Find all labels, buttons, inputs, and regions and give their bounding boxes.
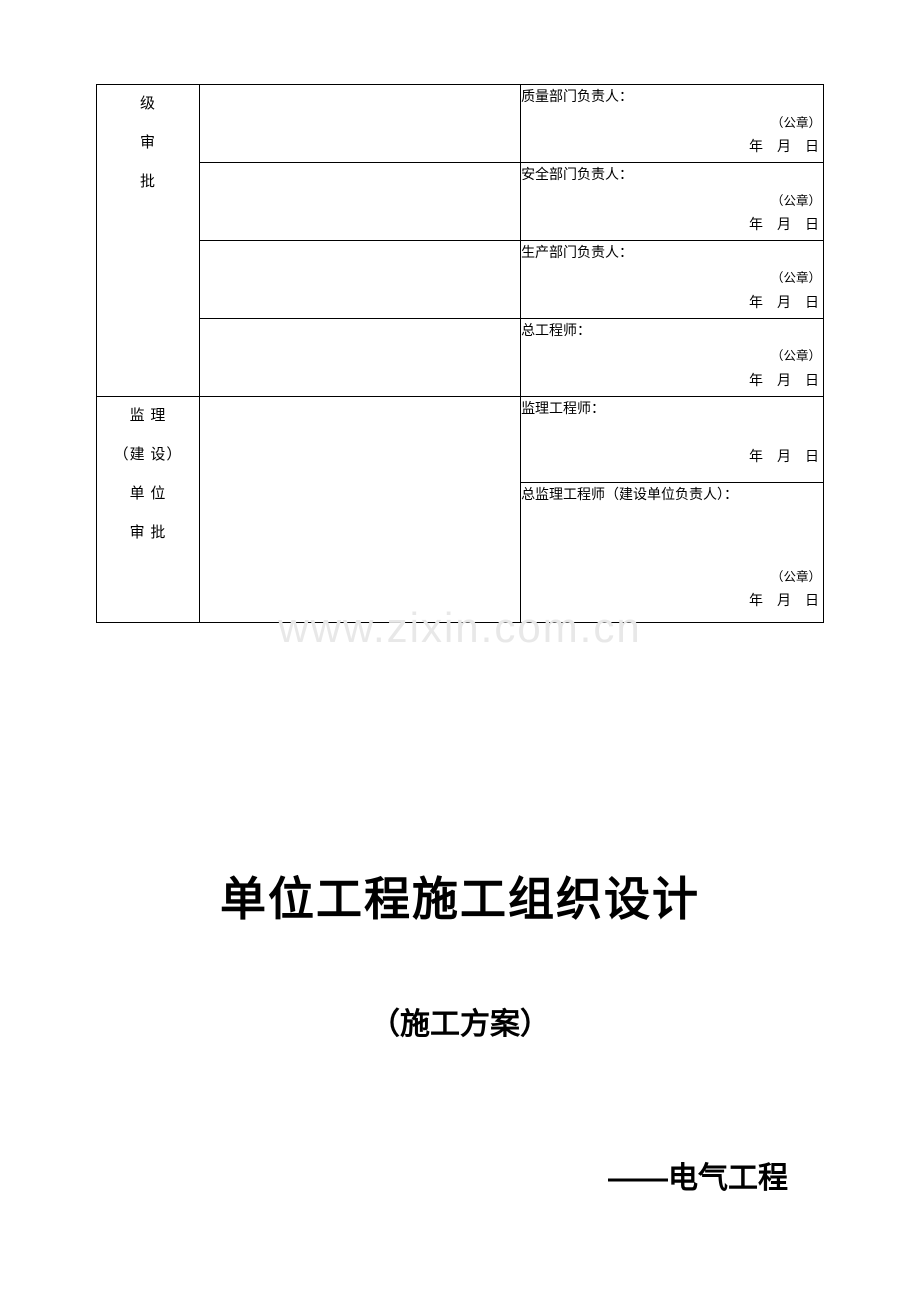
signature-cell: 监理工程师： 年 月 日: [521, 396, 824, 482]
seal-text: （公章）: [771, 190, 821, 214]
title-sub: （施工方案）: [96, 999, 824, 1043]
label-line: 审 批: [97, 514, 199, 553]
label-line: 监 理: [97, 397, 199, 436]
month-label: 月: [777, 135, 791, 162]
signer-title: 生产部门负责人：: [521, 241, 823, 268]
year-label: 年: [749, 445, 763, 472]
day-label: 日: [805, 213, 819, 240]
year-label: 年: [749, 213, 763, 240]
section2-label: 监 理 （建 设） 单 位 审 批: [97, 396, 200, 622]
mid-cell: [199, 396, 520, 622]
signer-title: 总工程师：: [521, 319, 823, 346]
month-label: 月: [777, 589, 791, 616]
signer-title: 监理工程师：: [521, 397, 823, 424]
signer-title: 安全部门负责人：: [521, 163, 823, 190]
signature-cell: 总监理工程师（建设单位负责人）： （公章） 年 月 日: [521, 482, 824, 622]
year-label: 年: [749, 369, 763, 396]
label-line: 批: [97, 163, 199, 202]
signer-title: 总监理工程师（建设单位负责人）：: [521, 483, 823, 510]
year-label: 年: [749, 135, 763, 162]
label-line: 级: [97, 85, 199, 124]
month-label: 月: [777, 369, 791, 396]
signature-cell: 质量部门负责人： （公章） 年 月 日: [521, 85, 824, 163]
label-line: 单 位: [97, 475, 199, 514]
signer-title: 质量部门负责人：: [521, 85, 823, 112]
title-main: 单位工程施工组织设计: [96, 863, 824, 929]
title-right: ——电气工程: [96, 1153, 824, 1197]
seal-text: （公章）: [771, 566, 821, 590]
day-label: 日: [805, 589, 819, 616]
signature-cell: 安全部门负责人： （公章） 年 月 日: [521, 162, 824, 240]
day-label: 日: [805, 369, 819, 396]
mid-cell: [199, 318, 520, 396]
day-label: 日: [805, 445, 819, 472]
seal-text: （公章）: [771, 267, 821, 291]
mid-cell: [199, 85, 520, 163]
year-label: 年: [749, 291, 763, 318]
mid-cell: [199, 162, 520, 240]
approval-table: 级 审 批 质量部门负责人： （公章） 年 月 日 安全部门负责人：: [96, 84, 824, 623]
seal-text: （公章）: [771, 345, 821, 369]
year-label: 年: [749, 589, 763, 616]
title-block: 单位工程施工组织设计 （施工方案）: [96, 863, 824, 1043]
label-line: （建 设）: [97, 436, 199, 475]
seal-text: （公章）: [771, 112, 821, 136]
mid-cell: [199, 240, 520, 318]
signature-cell: 总工程师： （公章） 年 月 日: [521, 318, 824, 396]
signature-cell: 生产部门负责人： （公章） 年 月 日: [521, 240, 824, 318]
month-label: 月: [777, 291, 791, 318]
section1-label: 级 审 批: [97, 85, 200, 397]
label-line: 审: [97, 124, 199, 163]
day-label: 日: [805, 135, 819, 162]
month-label: 月: [777, 213, 791, 240]
day-label: 日: [805, 291, 819, 318]
month-label: 月: [777, 445, 791, 472]
